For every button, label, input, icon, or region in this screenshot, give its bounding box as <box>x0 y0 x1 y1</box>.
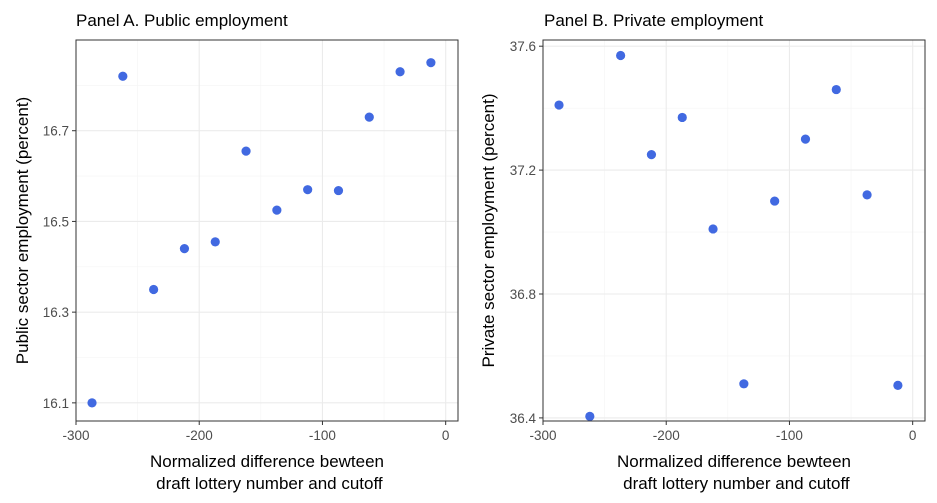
data-point <box>831 84 841 95</box>
data-point <box>364 112 374 122</box>
y-tick-label: 16.3 <box>43 305 69 320</box>
panel-b: -300 -200 -100 0 36.4 36.8 37.2 37.6 Panel B. Pr… <box>479 11 926 493</box>
data-point <box>770 196 780 206</box>
y-axis-title: Private sector employment (percent) <box>479 94 498 368</box>
y-tick-label: 16.7 <box>43 124 69 139</box>
x-axis-title: draft lottery number and cutoff <box>618 474 849 493</box>
data-point <box>333 185 344 196</box>
data-point <box>893 380 903 390</box>
x-tick-label: -100 <box>776 428 803 443</box>
data-point <box>395 67 405 77</box>
x-axis-title: Normalized difference bewteen <box>617 452 851 471</box>
x-tick-label: -200 <box>186 428 213 443</box>
y-tick-label: 16.1 <box>43 396 69 411</box>
panel-background <box>543 40 925 421</box>
data-point <box>118 71 128 81</box>
data-point <box>179 244 190 254</box>
data-point <box>677 112 687 123</box>
chart-title: Panel A. Public employment <box>76 11 288 30</box>
x-tick-label: 0 <box>909 428 917 443</box>
x-tick-label: -300 <box>62 428 89 443</box>
panel-background <box>76 40 458 421</box>
data-point <box>646 150 657 160</box>
x-tick-label: -300 <box>529 428 556 443</box>
data-point <box>426 58 436 68</box>
data-point <box>210 237 220 247</box>
y-tick-label: 36.8 <box>510 287 536 302</box>
panel-border <box>75 39 459 422</box>
y-axis-title: Public sector employment (percent) <box>13 97 32 364</box>
chart-title: Panel B. Private employment <box>544 11 763 30</box>
data-point <box>585 411 595 421</box>
y-tick-label: 36.4 <box>510 411 537 426</box>
data-point <box>708 224 718 234</box>
data-point <box>272 205 282 215</box>
x-axis-title: Normalized difference bewteen <box>150 452 384 471</box>
x-axis-title: draft lottery number and cutoff <box>151 474 382 493</box>
x-tick-label: 0 <box>442 428 450 443</box>
data-point <box>149 284 159 295</box>
x-tick-label: -100 <box>309 428 336 443</box>
x-tick-label: -200 <box>653 428 680 443</box>
data-point <box>862 190 872 200</box>
data-point <box>616 50 626 61</box>
data-point <box>739 379 749 389</box>
data-point <box>87 398 97 408</box>
y-tick-label: 16.5 <box>43 214 69 229</box>
panel-a: -300 -200 -100 0 16.1 16.3 16.5 16.7 Panel A. Pu… <box>13 11 459 493</box>
data-point <box>241 146 251 156</box>
y-tick-label: 37.2 <box>510 163 536 178</box>
y-tick-label: 37.6 <box>510 39 536 54</box>
data-point <box>800 134 811 144</box>
data-point <box>554 100 564 110</box>
data-point <box>303 185 313 195</box>
panel-border <box>542 39 926 422</box>
